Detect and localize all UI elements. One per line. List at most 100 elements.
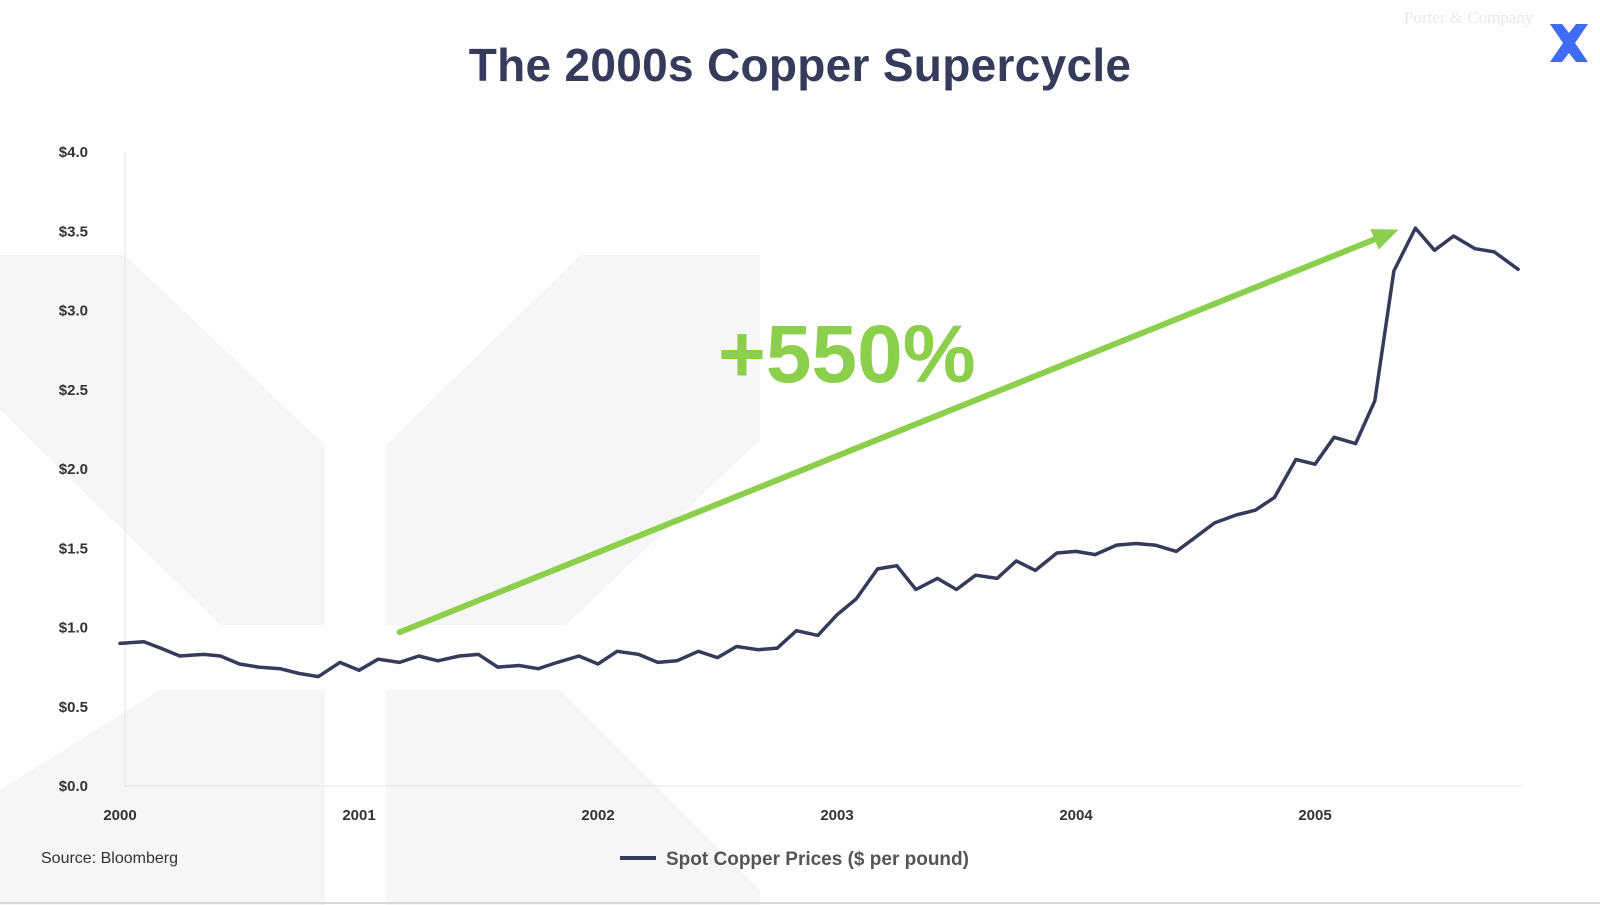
data-point xyxy=(1014,559,1018,563)
data-point xyxy=(716,656,719,660)
data-point xyxy=(316,675,320,679)
data-point xyxy=(477,652,480,656)
data-point xyxy=(159,646,163,650)
data-point xyxy=(775,646,779,650)
x-axis-ticks: 2000 2001 2002 2003 2004 2005 xyxy=(103,807,1331,824)
data-point xyxy=(257,665,261,669)
y-tick-label: $1.5 xyxy=(59,540,88,557)
data-point xyxy=(118,641,122,645)
data-point xyxy=(876,567,880,571)
y-tick-label: $4.0 xyxy=(59,144,88,161)
data-point xyxy=(178,654,182,658)
annotation-layer: +550% xyxy=(396,229,1399,636)
trend-arrow-icon xyxy=(396,236,1378,636)
data-point xyxy=(955,588,958,591)
data-point xyxy=(1272,496,1276,499)
legend-label: Spot Copper Prices ($ per pound) xyxy=(666,849,969,870)
data-point xyxy=(696,649,700,653)
x-tick-label: 2004 xyxy=(1059,807,1093,824)
growth-annotation: +550% xyxy=(718,309,976,400)
brand-watermark: Porter & Company xyxy=(1404,8,1534,27)
data-point xyxy=(417,654,421,658)
data-point xyxy=(1055,551,1059,555)
data-point xyxy=(1516,267,1520,271)
data-point xyxy=(1294,458,1298,461)
data-point xyxy=(995,576,999,580)
data-point xyxy=(1093,553,1097,557)
data-point xyxy=(854,597,858,601)
watermark-shape-left-bottom xyxy=(0,690,325,905)
data-point xyxy=(637,652,641,656)
data-point xyxy=(457,654,461,658)
data-point xyxy=(835,613,839,617)
data-point xyxy=(615,649,619,653)
data-point xyxy=(1074,549,1078,553)
data-point xyxy=(756,648,760,652)
data-point xyxy=(1194,535,1197,539)
data-point xyxy=(1253,508,1257,512)
data-point xyxy=(1115,543,1119,547)
data-point xyxy=(974,573,978,577)
data-point xyxy=(816,633,820,637)
source-note: Source: Bloomberg xyxy=(41,850,178,867)
legend: Spot Copper Prices ($ per pound) xyxy=(620,849,969,870)
x-tick-label: 2002 xyxy=(581,807,614,824)
data-point xyxy=(1313,462,1317,466)
data-point xyxy=(1332,435,1336,439)
data-point xyxy=(496,665,500,669)
data-point xyxy=(1234,513,1238,517)
data-point xyxy=(297,672,301,675)
data-point xyxy=(142,640,146,644)
bottom-rule xyxy=(0,902,1600,904)
data-point xyxy=(1373,399,1377,403)
y-tick-label: $1.0 xyxy=(59,620,88,637)
y-tick-label: $3.0 xyxy=(59,303,88,320)
watermark-shape-right-top xyxy=(386,255,760,625)
data-point xyxy=(577,654,581,658)
data-point xyxy=(1354,442,1358,446)
data-point xyxy=(1413,226,1417,230)
y-tick-label: $0.0 xyxy=(59,778,88,795)
background-watermark-shapes xyxy=(0,255,760,905)
data-point xyxy=(1134,542,1138,545)
series-layer xyxy=(118,226,1520,679)
data-point xyxy=(202,652,206,656)
data-point xyxy=(1452,234,1456,238)
page-title: The 2000s Copper Supercycle xyxy=(468,39,1132,91)
x-tick-label: 2000 xyxy=(103,807,136,824)
y-axis-ticks: $0.0 $0.5 $1.0 $1.5 $2.0 $2.5 $3.0 $3.5 $4.0 xyxy=(59,144,88,795)
x-tick-label: 2005 xyxy=(1298,807,1331,824)
data-point xyxy=(555,660,559,664)
data-point xyxy=(238,662,241,666)
data-point xyxy=(935,576,939,580)
data-point xyxy=(1153,543,1157,547)
watermark-shape-left-top xyxy=(0,255,325,625)
y-tick-label: $2.0 xyxy=(59,461,88,478)
x-tick-label: 2001 xyxy=(342,807,375,824)
data-point xyxy=(338,660,342,664)
data-point xyxy=(436,659,440,663)
data-point xyxy=(398,660,402,664)
data-point xyxy=(1033,568,1037,572)
data-point xyxy=(1392,269,1396,273)
x-brand-icon xyxy=(1550,24,1588,62)
data-point xyxy=(895,564,899,568)
data-point xyxy=(517,664,521,667)
data-point xyxy=(656,660,660,664)
data-point xyxy=(1492,250,1496,254)
data-point xyxy=(675,659,679,663)
data-point xyxy=(794,629,798,633)
y-tick-label: $0.5 xyxy=(59,699,88,716)
data-point xyxy=(278,667,282,671)
data-point xyxy=(1433,248,1436,252)
data-point xyxy=(735,645,739,648)
data-point xyxy=(218,654,222,658)
data-point xyxy=(596,662,600,666)
data-point xyxy=(536,667,540,671)
data-point xyxy=(1174,549,1178,553)
watermark-shape-right-bottom xyxy=(386,690,760,905)
copper-price-line xyxy=(118,226,1520,679)
y-tick-label: $2.5 xyxy=(59,382,88,399)
data-point xyxy=(357,668,361,672)
